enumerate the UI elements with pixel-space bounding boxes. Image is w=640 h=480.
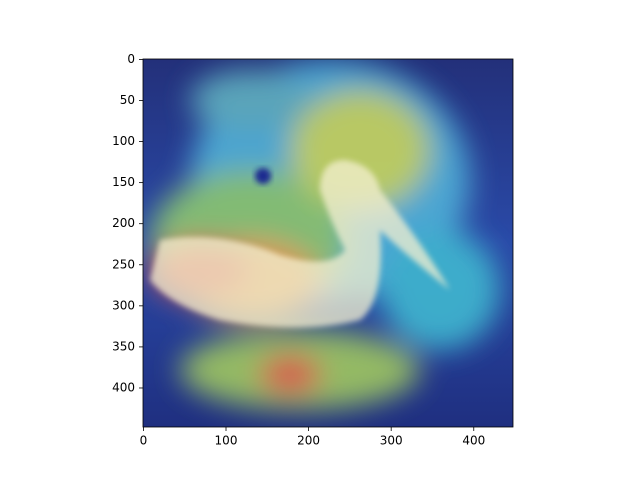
- x-tick-label: 100: [215, 434, 238, 448]
- axes-frame: [142, 58, 514, 428]
- y-tick-label: 0: [127, 52, 135, 66]
- y-tick-label: 50: [120, 93, 135, 107]
- x-tick-label: 200: [297, 434, 320, 448]
- y-tick-label: 300: [112, 298, 135, 312]
- y-tick-label: 100: [112, 134, 135, 148]
- y-tick-label: 150: [112, 175, 135, 189]
- x-tick-label: 0: [140, 434, 148, 448]
- y-tick-label: 200: [112, 216, 135, 230]
- heatmap-image: [143, 59, 513, 427]
- x-tick-label: 400: [462, 434, 485, 448]
- y-tick-label: 250: [112, 257, 135, 271]
- y-tick-label: 350: [112, 339, 135, 353]
- x-tick-label: 300: [380, 434, 403, 448]
- y-tick-label: 400: [112, 380, 135, 394]
